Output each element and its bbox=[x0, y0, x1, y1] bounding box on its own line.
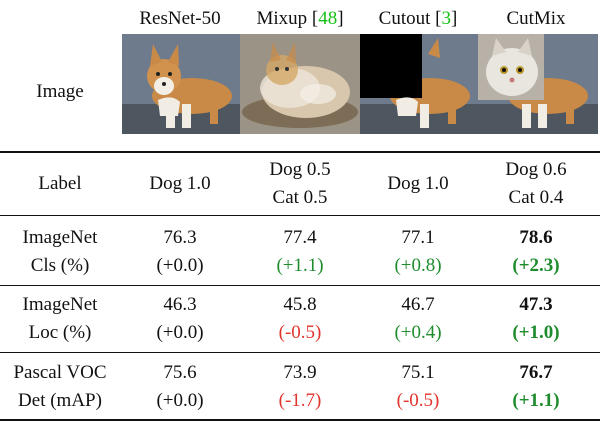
loc-cell-cutout: 46.7 (+0.4) bbox=[394, 294, 442, 343]
col-header-cutout: Cutout [3] bbox=[378, 8, 458, 29]
cls-cell-mixup: 77.4 (+1.1) bbox=[276, 227, 324, 276]
row-label-label: Label bbox=[38, 173, 82, 194]
det-cell-mixup: 73.9 (-1.7) bbox=[278, 362, 322, 411]
det-cell-cutout: 75.1 (-0.5) bbox=[396, 362, 440, 411]
col-header-cutmix: CutMix bbox=[506, 8, 566, 29]
label-cell-cutmix: Dog 0.6 Cat 0.4 bbox=[505, 159, 567, 208]
cls-cell-resnet: 76.3 (+0.0) bbox=[156, 227, 204, 276]
label-cell-resnet: Dog 1.0 bbox=[149, 173, 211, 194]
label-cell-cutout: Dog 1.0 bbox=[387, 173, 449, 194]
col-header-mixup: Mixup [48] bbox=[256, 8, 344, 29]
image-resnet-dog bbox=[122, 34, 242, 134]
table-rule bbox=[0, 352, 600, 353]
label-cell-mixup: Dog 0.5 Cat 0.5 bbox=[269, 159, 331, 208]
image-cutout-dog bbox=[360, 34, 480, 134]
cls-cell-cutmix: 78.6 (+2.3) bbox=[512, 227, 560, 276]
table-rule bbox=[0, 215, 600, 216]
col-header-resnet: ResNet-50 bbox=[139, 8, 221, 29]
image-mixup-dog-cat bbox=[240, 34, 360, 134]
citation-link[interactable]: 3 bbox=[441, 8, 451, 29]
citation-link[interactable]: 48 bbox=[318, 8, 338, 29]
row-label-image: Image bbox=[36, 81, 84, 102]
row-label-pascal-det: Pascal VOC Det (mAP) bbox=[13, 362, 107, 411]
table-rule bbox=[0, 151, 600, 153]
det-cell-cutmix: 76.7 (+1.1) bbox=[512, 362, 560, 411]
table-rule bbox=[0, 285, 600, 286]
row-label-imagenet-cls: ImageNet Cls (%) bbox=[22, 227, 98, 276]
cls-cell-cutout: 77.1 (+0.8) bbox=[394, 227, 442, 276]
loc-cell-resnet: 46.3 (+0.0) bbox=[156, 294, 204, 343]
det-cell-resnet: 75.6 (+0.0) bbox=[156, 362, 204, 411]
row-label-imagenet-loc: ImageNet Loc (%) bbox=[22, 294, 98, 343]
table-rule bbox=[0, 419, 600, 421]
image-cutmix-dog-cat bbox=[478, 34, 598, 134]
loc-cell-mixup: 45.8 (-0.5) bbox=[278, 294, 322, 343]
loc-cell-cutmix: 47.3 (+1.0) bbox=[512, 294, 560, 343]
